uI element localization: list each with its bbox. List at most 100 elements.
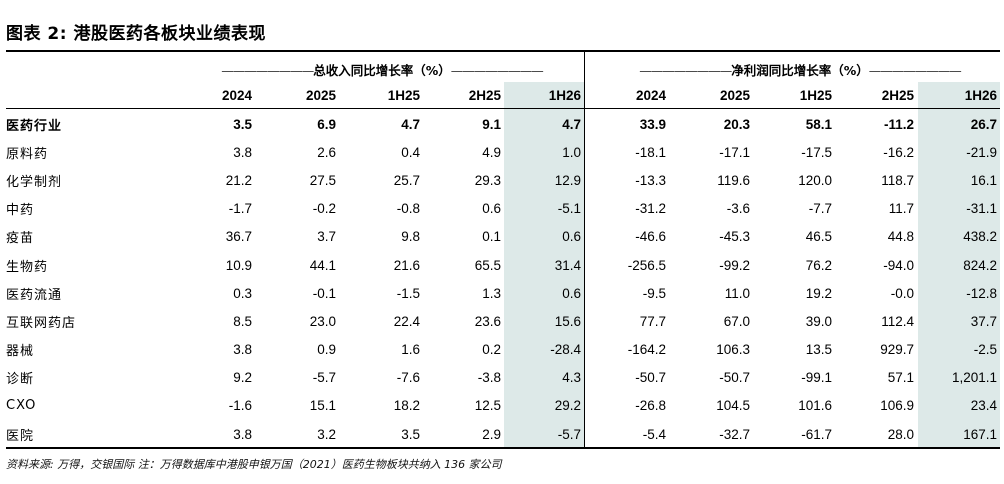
group-separator bbox=[584, 52, 585, 448]
col-header-revenue-1h25: 1H25 bbox=[387, 88, 420, 103]
revenue-growth-cell: 9.8 bbox=[401, 229, 420, 245]
revenue-growth-cell: 0.3 bbox=[233, 285, 252, 301]
revenue-growth-cell: 1.6 bbox=[401, 342, 420, 358]
row-sector-name: 医院 bbox=[6, 428, 35, 444]
profit-growth-cell: 11.0 bbox=[724, 285, 750, 301]
table-row: 医药流通 0.3 -0.1 -1.5 1.3 0.6 -9.5 11.0 19.2 -0.0 -12… bbox=[6, 279, 997, 307]
profit-growth-cell: -17.1 bbox=[719, 144, 750, 160]
profit-growth-cell: 76.2 bbox=[805, 257, 832, 273]
performance-table: 医药行业 3.5 6.9 4.7 9.1 4.7 33.9 20.3 58.1 -11.2 26.7… bbox=[6, 110, 997, 448]
revenue-growth-cell: 15.1 bbox=[309, 398, 336, 414]
revenue-growth-cell: 29.2 bbox=[554, 398, 581, 414]
profit-growth-cell: 67.0 bbox=[723, 313, 750, 329]
profit-growth-cell: -32.7 bbox=[719, 426, 750, 442]
revenue-growth-cell: 12.5 bbox=[474, 398, 501, 414]
row-sector-name: 医药行业 bbox=[6, 118, 63, 134]
source-note: 资料来源: 万得，交银国际 注：万得数据库中港股申银万国（2021）医药生物板块… bbox=[6, 458, 502, 471]
profit-growth-cell: -50.7 bbox=[635, 370, 666, 386]
revenue-growth-cell: -3.8 bbox=[477, 370, 501, 386]
profit-growth-cell: -17.5 bbox=[801, 144, 832, 160]
revenue-growth-cell: 3.5 bbox=[233, 116, 252, 132]
group-dash-right: ———————— bbox=[868, 63, 962, 78]
profit-growth-cell: -46.6 bbox=[635, 229, 666, 245]
revenue-growth-cell: 0.4 bbox=[401, 144, 420, 160]
profit-growth-cell: -9.5 bbox=[642, 285, 666, 301]
row-sector-name: 器械 bbox=[6, 344, 35, 360]
table-row: CXO -1.6 15.1 18.2 12.5 29.2 -26.8 104.5 101.6 10… bbox=[6, 392, 997, 420]
profit-growth-cell: -18.1 bbox=[635, 144, 666, 160]
profit-growth-cell: 37.7 bbox=[970, 313, 997, 329]
profit-growth-cell: 112.4 bbox=[881, 313, 914, 329]
profit-growth-cell: 118.7 bbox=[881, 172, 914, 188]
revenue-growth-cell: 21.6 bbox=[393, 257, 420, 273]
table-row: 疫苗 36.7 3.7 9.8 0.1 0.6 -46.6 -45.3 46.5 44.8 438.… bbox=[6, 223, 997, 251]
profit-growth-cell: -0.0 bbox=[890, 285, 914, 301]
revenue-growth-cell: 4.7 bbox=[562, 116, 581, 132]
revenue-growth-cell: 3.8 bbox=[233, 426, 252, 442]
col-header-profit-2024: 2024 bbox=[635, 88, 666, 103]
profit-growth-cell: 101.6 bbox=[798, 398, 832, 414]
revenue-growth-cell: 3.5 bbox=[401, 426, 420, 442]
revenue-growth-cell: 2.9 bbox=[482, 426, 501, 442]
table-row: 医药行业 3.5 6.9 4.7 9.1 4.7 33.9 20.3 58.1 -11.2 26.7 bbox=[6, 110, 997, 138]
profit-growth-cell: 77.7 bbox=[639, 313, 666, 329]
profit-growth-cell: -3.6 bbox=[726, 201, 750, 217]
revenue-growth-cell: 3.8 bbox=[233, 342, 252, 358]
revenue-growth-cell: 9.1 bbox=[482, 116, 501, 132]
highlight-column-revenue-1h26 bbox=[504, 82, 584, 448]
revenue-growth-cell: -28.4 bbox=[550, 342, 581, 358]
profit-growth-cell: 46.5 bbox=[805, 229, 832, 245]
col-header-profit-2025: 2025 bbox=[719, 88, 750, 103]
profit-growth-cell: 1,201.1 bbox=[951, 370, 997, 386]
profit-growth-cell: 929.7 bbox=[880, 342, 914, 358]
profit-growth-cell: -26.8 bbox=[635, 398, 666, 414]
col-header-revenue-2h25: 2H25 bbox=[468, 88, 501, 103]
revenue-growth-group-header: ————————总收入同比增长率（%）———————— bbox=[180, 60, 584, 79]
header-rule bbox=[6, 108, 1000, 109]
table-row: 医院 3.8 3.2 3.5 2.9 -5.7 -5.4 -32.7 -61.7 28.0 167.… bbox=[6, 420, 997, 448]
table-row: 化学制剂 21.2 27.5 25.7 29.3 12.9 -13.3 119.6 120.0 1… bbox=[6, 166, 997, 194]
revenue-growth-cell: 4.3 bbox=[562, 370, 581, 386]
revenue-growth-cell: 18.2 bbox=[393, 398, 420, 414]
revenue-growth-cell: -5.7 bbox=[312, 370, 336, 386]
profit-growth-cell: -5.4 bbox=[642, 426, 666, 442]
profit-growth-cell: -50.7 bbox=[719, 370, 750, 386]
profit-growth-cell: -7.7 bbox=[808, 201, 832, 217]
col-header-revenue-2024: 2024 bbox=[221, 88, 252, 103]
revenue-growth-cell: 36.7 bbox=[225, 229, 252, 245]
profit-growth-cell: -164.2 bbox=[627, 342, 666, 358]
profit-growth-cell: 106.3 bbox=[716, 342, 750, 358]
revenue-growth-cell: -1.6 bbox=[228, 398, 252, 414]
revenue-growth-cell: -0.1 bbox=[312, 285, 336, 301]
profit-growth-cell: 44.8 bbox=[887, 229, 914, 245]
page-title: 图表 2: 港股医药各板块业绩表现 bbox=[6, 24, 266, 44]
profit-growth-cell: -11.2 bbox=[883, 116, 914, 132]
table-row: 器械 3.8 0.9 1.6 0.2 -28.4 -164.2 106.3 13.5 929.7 -… bbox=[6, 336, 997, 364]
revenue-growth-cell: 10.9 bbox=[225, 257, 252, 273]
col-header-profit-1h26: 1H26 bbox=[964, 88, 997, 103]
revenue-growth-cell: 0.6 bbox=[562, 285, 581, 301]
revenue-growth-cell: 8.5 bbox=[233, 313, 252, 329]
revenue-growth-cell: -7.6 bbox=[396, 370, 420, 386]
col-header-profit-1h25: 1H25 bbox=[799, 88, 832, 103]
profit-growth-cell: -13.3 bbox=[635, 172, 666, 188]
revenue-growth-cell: 12.9 bbox=[554, 172, 581, 188]
profit-growth-cell: -21.9 bbox=[966, 144, 997, 160]
revenue-growth-cell: 0.9 bbox=[317, 342, 336, 358]
profit-growth-cell: 104.5 bbox=[716, 398, 750, 414]
col-header-revenue-1h26: 1H26 bbox=[548, 88, 581, 103]
revenue-growth-cell: 4.9 bbox=[482, 144, 501, 160]
group-dash-left: ———————— bbox=[639, 63, 732, 78]
profit-growth-cell: -31.1 bbox=[966, 201, 997, 217]
profit-growth-cell: 106.9 bbox=[880, 398, 914, 414]
revenue-growth-cell: 6.9 bbox=[317, 116, 336, 132]
col-header-profit-2h25: 2H25 bbox=[881, 88, 914, 103]
revenue-growth-cell: 15.6 bbox=[554, 313, 581, 329]
bottom-rule bbox=[6, 447, 1000, 449]
profit-growth-cell: -45.3 bbox=[719, 229, 750, 245]
revenue-growth-cell: -5.7 bbox=[557, 426, 581, 442]
table-row: 生物药 10.9 44.1 21.6 65.5 31.4 -256.5 -99.2 76.2 -9… bbox=[6, 251, 997, 279]
profit-growth-cell: 13.5 bbox=[805, 342, 832, 358]
revenue-group-label: 总收入同比增长率（%） bbox=[313, 63, 451, 78]
revenue-growth-cell: 23.0 bbox=[309, 313, 336, 329]
